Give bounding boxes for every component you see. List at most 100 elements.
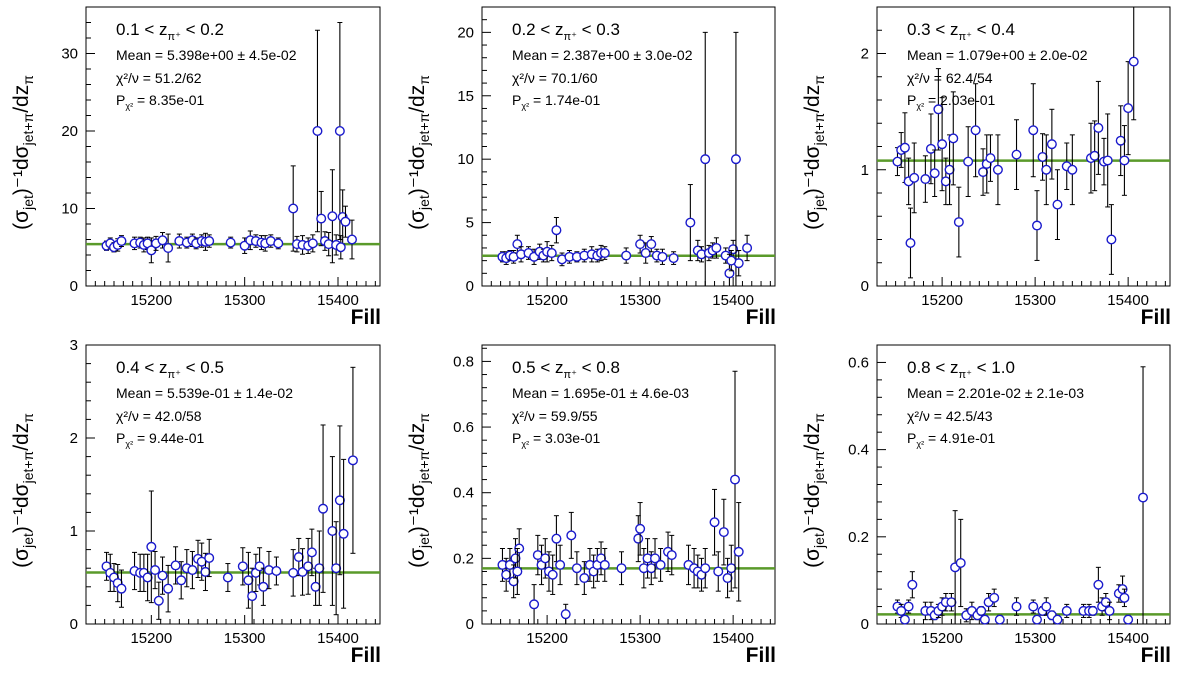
data-point (551, 217, 562, 244)
data-point (1011, 597, 1022, 616)
data-marker (579, 573, 590, 584)
bin-label-sub: π⁺ (959, 369, 973, 381)
data-marker (976, 605, 987, 616)
y-axis-label: (σjet)⁻¹dσjet+π/dzπ (801, 413, 827, 568)
data-marker (142, 572, 153, 583)
data-marker (933, 104, 944, 115)
bin-label: 0.1 < zπ⁺ < 0.2 (116, 20, 224, 43)
x-tick-label: 15400 (317, 292, 359, 309)
data-marker (335, 242, 346, 253)
data-marker (150, 565, 161, 576)
x-axis-label: Fill (746, 306, 776, 329)
bin-label-tail: < 0.2 (181, 20, 224, 39)
data-marker (1011, 149, 1022, 160)
data-point (263, 550, 274, 590)
data-point (1031, 614, 1042, 625)
data-marker (640, 248, 651, 259)
data-marker (635, 523, 646, 534)
y-label-part: /dz (801, 85, 824, 113)
data-point (899, 614, 910, 625)
y-tick-label: 0 (466, 278, 474, 295)
y-tick-label: 0.6 (453, 419, 474, 436)
data-marker (204, 552, 215, 563)
data-point (992, 134, 1003, 206)
y-axis-label: (σjet)⁻¹dσjet+π/dzπ (10, 75, 36, 230)
data-point (742, 234, 753, 262)
data-point (1031, 190, 1042, 261)
data-marker (273, 238, 284, 249)
stats-mean: Mean = 5.398e+00 ± 4.5e-02 (116, 47, 297, 63)
chi-symbol: χ (512, 408, 520, 424)
data-point (929, 149, 940, 197)
data-marker (560, 609, 571, 620)
data-marker (1028, 125, 1039, 136)
data-point (327, 456, 338, 606)
data-point (306, 528, 317, 577)
x-tick-label: 15200 (130, 630, 172, 647)
p-symbol: P (907, 430, 916, 446)
x-tick-label: 15200 (130, 292, 172, 309)
data-marker (247, 591, 258, 602)
y-axis-label: (σjet)⁻¹dσjet+π/dzπ (801, 75, 827, 230)
data-marker (650, 553, 661, 564)
data-marker (293, 552, 304, 563)
y-tick-label: 0.8 (453, 353, 474, 370)
data-marker (994, 614, 1005, 625)
data-point (116, 569, 127, 608)
data-marker (243, 575, 254, 586)
data-marker (1087, 605, 1098, 616)
data-marker (940, 176, 951, 187)
data-point (564, 249, 575, 264)
x-axis-label: Fill (746, 644, 776, 667)
data-point (903, 599, 914, 614)
stats-probability: Pχ² = 1.74e-01 (512, 92, 601, 111)
stats-chi2: χ²/ν = 62.4/54 (907, 70, 993, 86)
data-point (529, 584, 540, 625)
data-marker (1119, 592, 1130, 603)
y-tick-label: 0 (70, 278, 78, 295)
data-marker (204, 236, 215, 247)
data-point (700, 31, 711, 287)
data-marker (116, 583, 127, 594)
data-marker (909, 172, 920, 183)
bin-label-main: 0.8 < z (907, 358, 959, 377)
data-point (1093, 80, 1104, 175)
data-point (946, 592, 957, 612)
data-point (940, 157, 951, 206)
data-marker (946, 597, 957, 608)
stats-probability: Pχ² = 9.44e-01 (116, 430, 205, 449)
data-point (571, 251, 582, 263)
y-tick-label: 0 (861, 278, 869, 295)
data-marker (546, 248, 557, 259)
stats-mean: Mean = 2.387e+00 ± 3.0e-02 (512, 47, 693, 63)
chi-symbol: χ (512, 70, 520, 86)
p-value: = 4.91e-01 (924, 430, 995, 446)
y-label-sub: jet+π (416, 450, 432, 484)
data-marker (907, 579, 918, 590)
bin-label-tail: < 0.3 (577, 20, 620, 39)
y-label-sub: jet (811, 533, 827, 549)
data-point (273, 237, 284, 250)
data-marker (163, 583, 174, 594)
data-point (1041, 134, 1052, 206)
x-axis-label: Fill (351, 644, 381, 667)
data-point (1087, 605, 1098, 616)
data-marker (540, 553, 551, 564)
data-point (1104, 601, 1115, 621)
data-point (1037, 133, 1048, 181)
data-point (1046, 108, 1057, 180)
data-marker (547, 569, 558, 580)
p-value: = 2.03e-01 (924, 92, 995, 108)
y-label-sub: π (416, 75, 432, 85)
p-subscript: χ² (916, 101, 924, 111)
data-point (555, 544, 566, 586)
bin-label-main: 0.4 < z (116, 358, 168, 377)
p-value: = 1.74e-01 (529, 92, 600, 108)
data-marker (666, 550, 677, 561)
data-point (696, 246, 707, 263)
data-marker (307, 238, 318, 249)
data-marker (1061, 605, 1072, 616)
data-point (508, 249, 519, 264)
data-point (955, 518, 966, 608)
y-tick-label: 0 (861, 616, 869, 633)
